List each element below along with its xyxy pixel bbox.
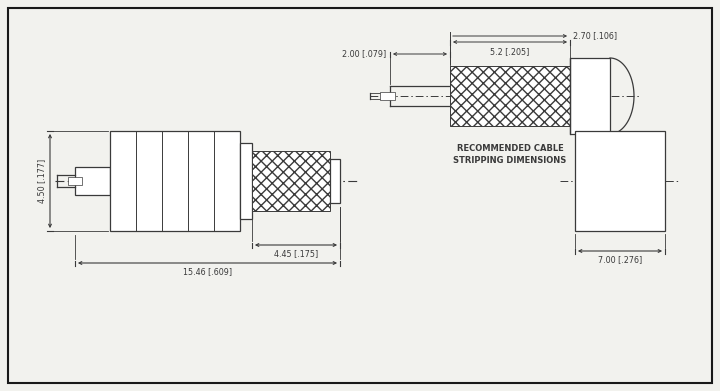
Text: 5.2 [.205]: 5.2 [.205]: [490, 47, 530, 56]
Bar: [110, 131, 240, 231]
Bar: [240, 143, 252, 219]
Bar: [575, 131, 665, 231]
Bar: [68, 177, 82, 185]
Bar: [75, 167, 110, 195]
Bar: [570, 58, 610, 134]
Text: 15.46 [.609]: 15.46 [.609]: [183, 267, 232, 276]
Text: 4.45 [.175]: 4.45 [.175]: [274, 249, 318, 258]
Text: STRIPPING DIMENSIONS: STRIPPING DIMENSIONS: [454, 156, 567, 165]
Text: 4.50 [.177]: 4.50 [.177]: [37, 159, 46, 203]
Text: 2.00 [.079]: 2.00 [.079]: [342, 50, 386, 59]
Bar: [330, 159, 340, 203]
Text: RECOMMENDED CABLE: RECOMMENDED CABLE: [456, 144, 563, 153]
Bar: [450, 66, 570, 126]
Bar: [252, 151, 330, 211]
Text: 7.00 [.276]: 7.00 [.276]: [598, 255, 642, 264]
Bar: [380, 92, 395, 100]
Text: 2.70 [.106]: 2.70 [.106]: [573, 32, 617, 41]
